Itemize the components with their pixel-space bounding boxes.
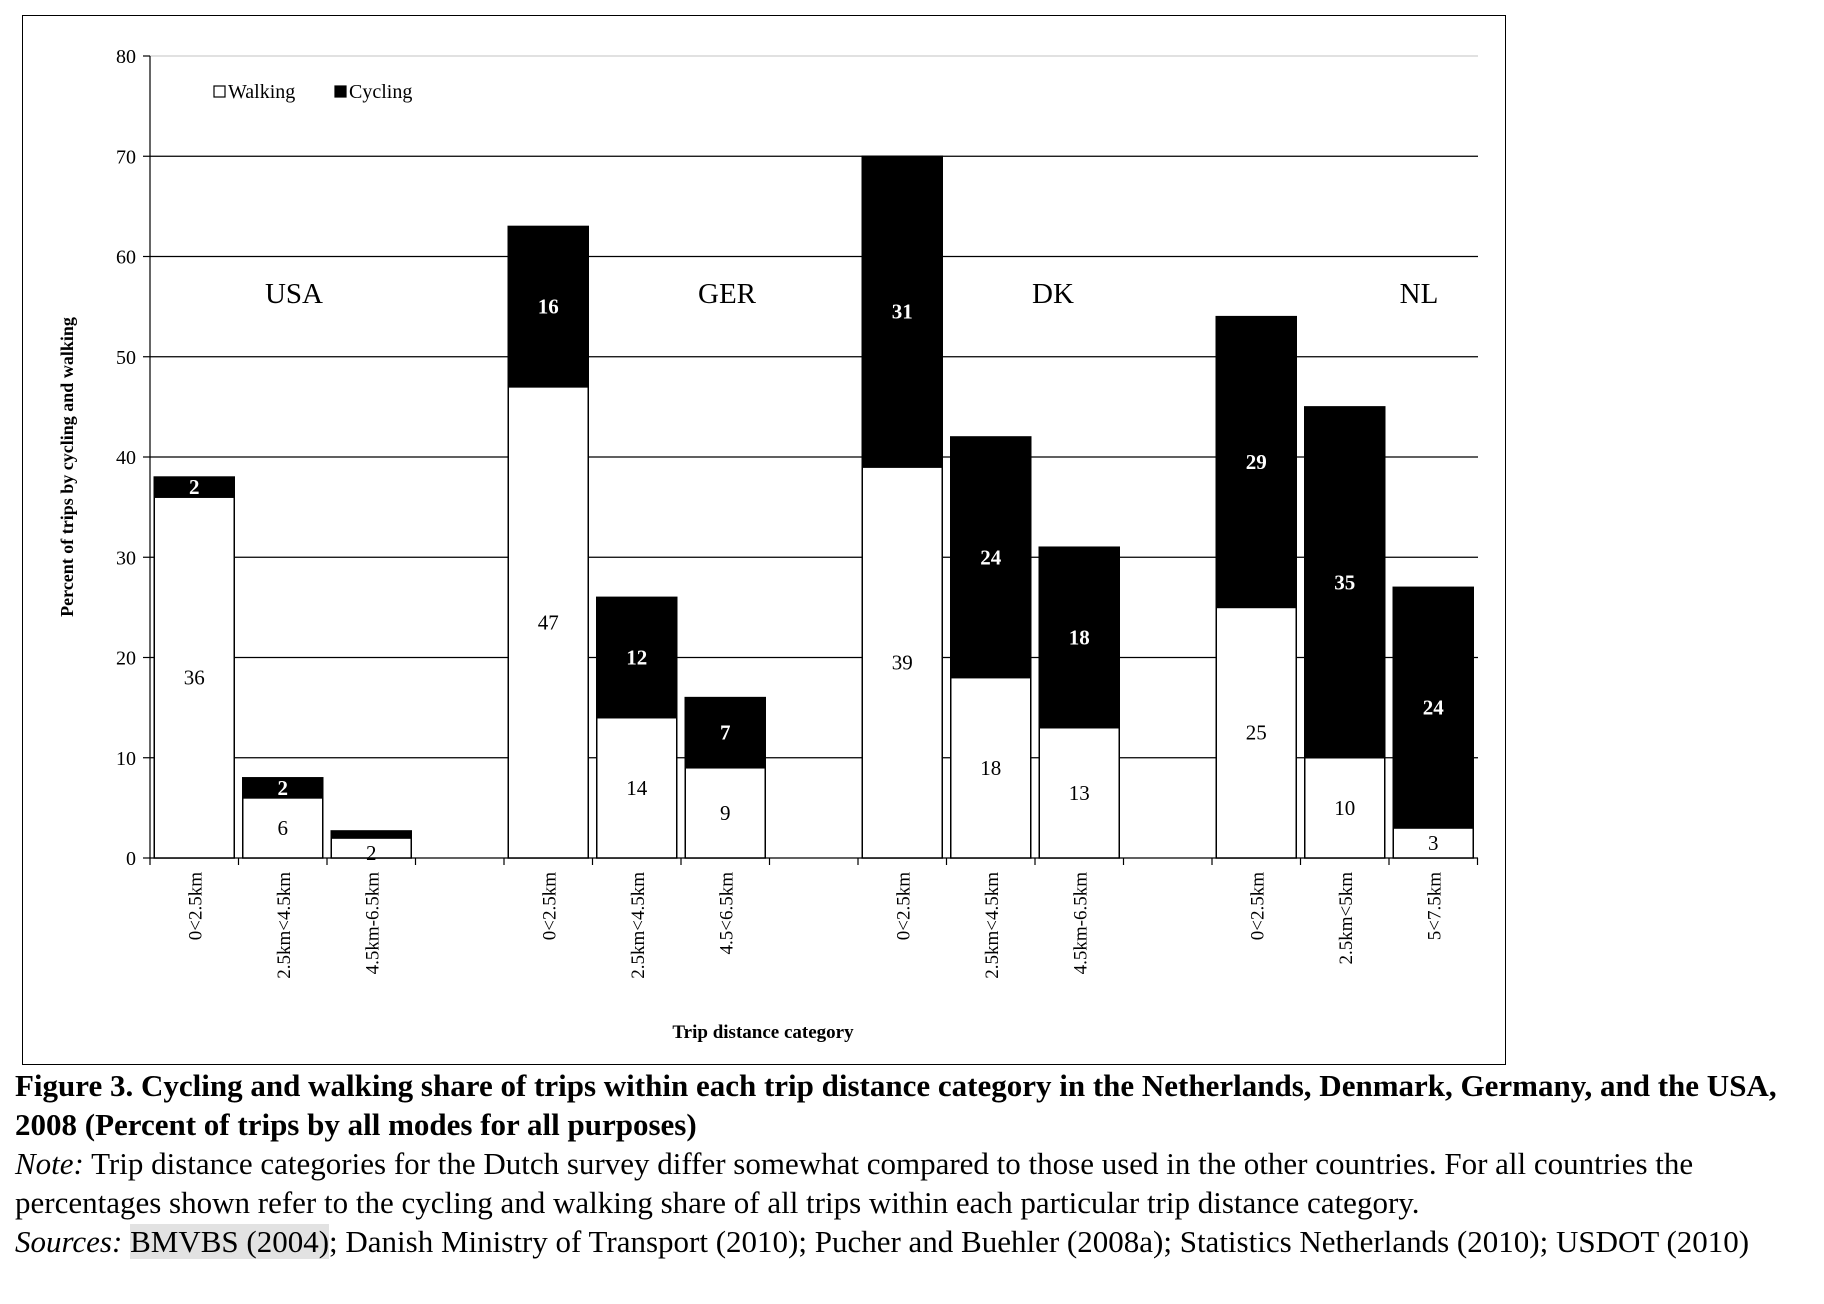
caption-note-label: Note: [15, 1146, 84, 1181]
x-tick-label: 2.5km<4.5km [628, 872, 649, 979]
data-label-cycling: 35 [1334, 570, 1355, 594]
caption-sources-text: ; Danish Ministry of Transport (2010); P… [329, 1224, 1750, 1259]
figure-caption: Figure 3. Cycling and walking share of t… [15, 1066, 1815, 1261]
bar-cycling [153, 476, 235, 498]
bar-cycling [596, 596, 678, 719]
x-tick-label: 2.5km<4.5km [274, 872, 295, 979]
y-tick-label: 10 [116, 748, 136, 770]
x-axis-title: Trip distance category [672, 1022, 854, 1043]
caption-title: Figure 3. Cycling and walking share of t… [15, 1068, 1777, 1142]
group-label: NL [1400, 278, 1439, 310]
bar-walking [1215, 606, 1297, 859]
caption-sources: Sources: BMVBS (2004); Danish Ministry o… [15, 1222, 1815, 1261]
x-tick-label: 0<2.5km [893, 872, 914, 940]
y-tick-label: 60 [116, 247, 136, 269]
caption-note-text: Trip distance categories for the Dutch s… [15, 1146, 1694, 1220]
data-label-walking: 2 [366, 841, 377, 865]
chart-frame: 0 10 20 30 40 50 60 70 80 Percent of trips by cyc… [22, 15, 1506, 1065]
data-label-cycling: 18 [1069, 625, 1090, 649]
x-tick-label: 2.5km<4.5km [982, 872, 1003, 979]
bar-cycling [242, 777, 324, 799]
data-label-walking: 9 [720, 801, 731, 825]
bar-walking [861, 466, 943, 859]
data-label-walking: 6 [278, 816, 289, 840]
data-label-walking: 36 [184, 666, 205, 690]
bar-walking [684, 767, 766, 859]
legend-swatch-walking [213, 85, 226, 98]
y-tick-label: 40 [116, 447, 136, 469]
bar-walking [950, 676, 1032, 859]
x-tick-label: 0<2.5km [1247, 872, 1268, 940]
bar-cycling [1392, 586, 1474, 829]
group-label: GER [698, 278, 757, 310]
bar-cycling [1038, 546, 1120, 729]
data-label-walking: 47 [538, 610, 559, 634]
x-tick-label: 0<2.5km [539, 872, 560, 940]
x-tick-label: 4.5<6.5km [716, 872, 737, 955]
data-label-cycling: 2 [278, 776, 289, 800]
group-label: DK [1032, 278, 1074, 310]
legend-swatch-cycling [334, 85, 347, 98]
bar-cycling [507, 225, 589, 388]
caption-sources-label: Sources: [15, 1224, 123, 1259]
data-label-cycling: 7 [720, 721, 731, 745]
bar-cycling [861, 155, 943, 468]
bar-cycling [1215, 315, 1297, 609]
bar-walking [1304, 757, 1386, 859]
y-tick-label: 70 [116, 146, 136, 168]
y-tick-label: 20 [116, 648, 136, 670]
y-tick-label: 0 [126, 848, 136, 870]
x-tick-label: 4.5km-6.5km [1070, 872, 1091, 975]
data-label-cycling: 12 [626, 646, 647, 670]
data-label-cycling: 16 [538, 295, 559, 319]
data-label-walking: 18 [980, 756, 1001, 780]
data-label-walking: 10 [1334, 796, 1355, 820]
y-axis-title: Percent of trips by cycling and walking [57, 317, 77, 617]
y-tick-label: 50 [116, 347, 136, 369]
bar-cycling [1304, 406, 1386, 759]
data-label-walking: 14 [626, 776, 648, 800]
x-tick-label: 2.5km<5km [1336, 872, 1357, 965]
data-label-cycling: 29 [1246, 450, 1267, 474]
data-label-walking: 3 [1428, 831, 1439, 855]
y-tick-label: 30 [116, 547, 136, 569]
bar-walking [507, 386, 589, 859]
y-tick-label: 80 [116, 46, 136, 68]
legend-label-walking: Walking [228, 81, 295, 103]
group-label: USA [265, 278, 323, 310]
bar-cycling [684, 696, 766, 769]
bar-cycling [330, 830, 412, 839]
data-label-cycling: 24 [1423, 696, 1445, 720]
data-label-walking: 39 [892, 651, 913, 675]
caption-note: Note: Trip distance categories for the D… [15, 1144, 1815, 1222]
citation-link-bmvbs[interactable]: BMVBS (2004) [130, 1224, 330, 1259]
legend-label-cycling: Cycling [349, 81, 412, 103]
stacked-bar-chart: 0 10 20 30 40 50 60 70 80 Percent of trips by cyc… [57, 46, 1479, 1043]
x-tick-label: 4.5km-6.5km [362, 872, 383, 975]
data-label-cycling: 2 [189, 475, 200, 499]
bar-walking [1038, 726, 1120, 859]
data-label-walking: 25 [1246, 721, 1267, 745]
data-label-walking: 13 [1069, 781, 1090, 805]
data-label-cycling: 24 [980, 545, 1002, 569]
bar-cycling [950, 436, 1032, 679]
x-tick-label: 0<2.5km [185, 872, 206, 940]
bar-walking [1392, 827, 1474, 859]
x-tick-label: 5<7.5km [1424, 872, 1445, 940]
bar-walking [596, 716, 678, 859]
data-label-cycling: 31 [892, 300, 913, 324]
